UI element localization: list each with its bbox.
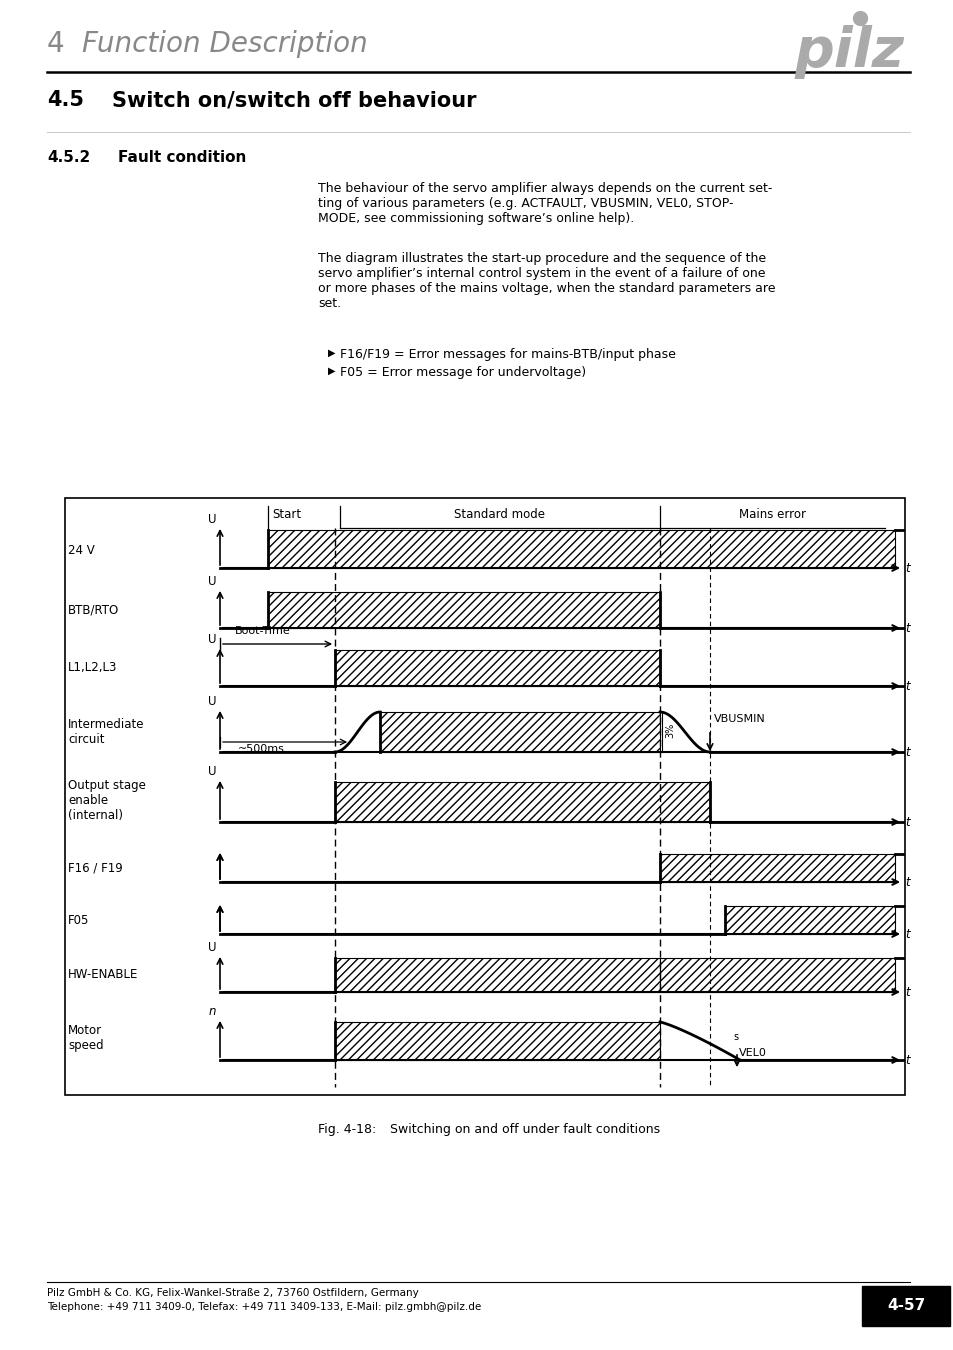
Text: t: t xyxy=(904,817,908,829)
Text: t: t xyxy=(904,680,908,694)
Text: Fault condition: Fault condition xyxy=(118,150,246,165)
Text: t: t xyxy=(904,747,908,760)
Bar xyxy=(335,958,659,992)
Text: Pilz GmbH & Co. KG, Felix-Wankel-Straße 2, 73760 Ostfildern, Germany: Pilz GmbH & Co. KG, Felix-Wankel-Straße … xyxy=(47,1288,418,1297)
Text: L1,L2,L3: L1,L2,L3 xyxy=(68,662,117,675)
Text: 24 V: 24 V xyxy=(68,544,94,556)
Text: U: U xyxy=(208,765,216,778)
Text: Switch on/switch off behaviour: Switch on/switch off behaviour xyxy=(112,90,476,109)
Text: 4: 4 xyxy=(47,30,65,58)
Text: U: U xyxy=(208,633,216,647)
Bar xyxy=(268,531,894,568)
Text: Output stage
enable
(internal): Output stage enable (internal) xyxy=(68,779,146,822)
Text: ▶: ▶ xyxy=(328,366,335,377)
Bar xyxy=(862,1287,949,1326)
Text: Boot-Time: Boot-Time xyxy=(234,626,291,636)
Text: Mains error: Mains error xyxy=(739,508,805,521)
Text: Telephone: +49 711 3409-0, Telefax: +49 711 3409-133, E-Mail: pilz.gmbh@pilz.de: Telephone: +49 711 3409-0, Telefax: +49 … xyxy=(47,1301,480,1312)
Text: Function Description: Function Description xyxy=(82,30,367,58)
Text: The behaviour of the servo amplifier always depends on the current set-
ting of : The behaviour of the servo amplifier alw… xyxy=(317,182,772,225)
Text: U: U xyxy=(208,941,216,954)
Text: pilz: pilz xyxy=(794,26,904,80)
Text: VEL0: VEL0 xyxy=(739,1048,766,1058)
Bar xyxy=(379,711,659,752)
Text: Standard mode: Standard mode xyxy=(454,508,545,521)
Bar xyxy=(65,498,904,1095)
Text: F05 = Error message for undervoltage): F05 = Error message for undervoltage) xyxy=(339,366,585,379)
Text: s: s xyxy=(732,1031,738,1042)
Text: HW-ENABLE: HW-ENABLE xyxy=(68,968,138,980)
Text: VBUSMIN: VBUSMIN xyxy=(713,714,765,724)
Text: Fig. 4-18:: Fig. 4-18: xyxy=(317,1123,375,1135)
Text: BTB/RTO: BTB/RTO xyxy=(68,603,119,617)
Text: The diagram illustrates the start-up procedure and the sequence of the
servo amp: The diagram illustrates the start-up pro… xyxy=(317,252,775,310)
Text: t: t xyxy=(904,876,908,890)
Bar xyxy=(335,1022,659,1060)
Text: Motor
speed: Motor speed xyxy=(68,1025,104,1052)
Text: Intermediate
circuit: Intermediate circuit xyxy=(68,718,144,747)
Text: U: U xyxy=(208,513,216,526)
Text: ~500ms: ~500ms xyxy=(237,744,285,755)
Text: t: t xyxy=(904,987,908,999)
Text: F16/F19 = Error messages for mains-BTB/input phase: F16/F19 = Error messages for mains-BTB/i… xyxy=(339,348,675,360)
Bar xyxy=(268,593,659,628)
Bar xyxy=(659,958,894,992)
Text: 4.5: 4.5 xyxy=(47,90,84,109)
Text: ▶: ▶ xyxy=(328,348,335,358)
Bar xyxy=(659,855,894,882)
Text: n: n xyxy=(208,1004,215,1018)
Text: F16 / F19: F16 / F19 xyxy=(68,861,123,875)
Text: Switching on and off under fault conditions: Switching on and off under fault conditi… xyxy=(390,1123,659,1135)
Text: t: t xyxy=(904,1054,908,1068)
Text: 3%: 3% xyxy=(664,722,675,737)
Bar xyxy=(724,906,894,934)
Text: Start: Start xyxy=(272,508,301,521)
Text: t: t xyxy=(904,929,908,941)
Text: t: t xyxy=(904,563,908,575)
Bar xyxy=(335,782,709,822)
Text: t: t xyxy=(904,622,908,636)
Text: U: U xyxy=(208,695,216,707)
Text: 4.5.2: 4.5.2 xyxy=(47,150,91,165)
Bar xyxy=(335,649,659,686)
Text: U: U xyxy=(208,575,216,589)
Text: 4-57: 4-57 xyxy=(886,1299,924,1314)
Text: F05: F05 xyxy=(68,914,90,926)
